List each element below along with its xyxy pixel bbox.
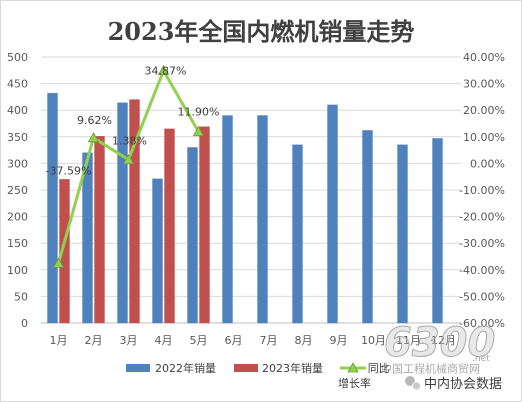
watermark-site-name: 中国工程机械商贸网 (381, 362, 480, 376)
x-tick-label: 11月 (396, 334, 421, 347)
y-tick-label: 500 (7, 51, 28, 64)
bar-series1-3 (117, 102, 128, 324)
y2-tick-label: 40.00% (463, 51, 505, 64)
x-tick-label: 10月 (361, 334, 386, 347)
yoy-marker-2 (87, 131, 100, 143)
legend-swatch-2022 (126, 364, 150, 372)
y-tick-label: 150 (7, 237, 28, 250)
y-tick-label: 250 (7, 184, 28, 197)
yoy-marker-4 (157, 64, 170, 76)
legend-swatch-yoy-marker (347, 362, 359, 373)
bar-series1-2 (82, 152, 93, 324)
x-tick-label: 2月 (85, 334, 103, 347)
y2-tick-label: 10.00% (463, 131, 505, 144)
yoy-data-label-4: 34.87% (145, 65, 187, 78)
x-tick-label: 8月 (295, 334, 313, 347)
y-tick-label: 300 (7, 157, 28, 170)
y-tick-label: 350 (7, 131, 28, 144)
y-tick-label: 100 (7, 264, 28, 277)
wechat-icon (405, 376, 421, 391)
x-tick-label: 3月 (120, 334, 138, 347)
yoy-marker-5 (192, 125, 205, 137)
yoy-marker-1 (52, 257, 65, 268)
bar-series1-1 (47, 92, 58, 324)
bar-series1-4 (152, 178, 163, 324)
watermark-logo: 6300 (384, 320, 495, 366)
yoy-data-label-1: -37.59% (46, 164, 92, 177)
y2-tick-label: -20.00% (459, 211, 505, 224)
y2-tick-label: -10.00% (459, 184, 505, 197)
x-tick-label: 9月 (330, 334, 348, 347)
bar-series1-8 (292, 144, 303, 324)
yoy-line-series (52, 64, 205, 268)
x-tick-label: 6月 (225, 334, 243, 347)
y2-tick-label: -30.00% (459, 237, 505, 250)
y-tick-label: 450 (7, 78, 28, 91)
bar-series2-5 (199, 126, 210, 324)
bar-series1-10 (362, 130, 373, 324)
y2-tick-label: 30.00% (463, 78, 505, 91)
chart-title: 2023年全国内燃机销量走势 (108, 17, 415, 46)
y-tick-label: 200 (7, 211, 28, 224)
y2-tick-label: -60.00% (459, 317, 505, 330)
y2-tick-label: -50.00% (459, 290, 505, 303)
y2-tick-label: 20.00% (463, 104, 505, 117)
x-tick-label: 4月 (155, 334, 173, 347)
yoy-marker-3 (122, 153, 135, 165)
bar-series2-4 (164, 128, 175, 324)
legend-label-2022: 2022年销量 (155, 362, 216, 375)
gridlines (41, 56, 461, 324)
bar-series1-9 (327, 104, 338, 324)
x-tick-label: 12月 (431, 334, 456, 347)
yoy-data-label-3: 1.38% (112, 135, 147, 148)
watermark: 6300 .net 中国工程机械商贸网 中内协会数据 (381, 320, 502, 393)
bar-series1-12 (432, 138, 443, 324)
yoy-data-label-5: 11.90% (178, 106, 220, 119)
bar-series1-5 (187, 147, 198, 324)
legend-label-2023: 2023年销量 (262, 362, 323, 375)
legend-markers (126, 362, 366, 373)
x-tick-label: 7月 (260, 334, 278, 347)
x-tick-label: 5月 (190, 334, 208, 347)
x-tick-label: 1月 (50, 334, 68, 347)
bar-series2-3 (129, 99, 140, 324)
y-tick-label: 50 (14, 290, 28, 303)
y2-tick-label: 0.00% (470, 157, 505, 170)
legend-swatch-2023 (234, 364, 258, 372)
y-tick-label: 400 (7, 104, 28, 117)
bar-series1-11 (397, 144, 408, 324)
y2-tick-label: -40.00% (459, 264, 505, 277)
data-labels: -37.59% 9.62%1.38% 34.87% 11.90% (46, 65, 220, 178)
legend-label-yoy: 同比增长率 (338, 362, 390, 390)
yoy-data-label-2: 9.62% (77, 114, 112, 127)
data-source-text: 中内协会数据 (424, 376, 502, 392)
y-tick-label: 0 (21, 317, 28, 330)
axis-labels: 0 50 100 150 200 250 300 350 400 450 500 -60.00% -50… (7, 51, 505, 347)
bar-series1-6 (222, 115, 233, 324)
bar-series2-1 (59, 179, 70, 324)
watermark-logo-suffix: .net (472, 354, 490, 364)
bar-series1-7 (257, 115, 268, 324)
bar-series (47, 92, 443, 324)
bar-series2-2 (94, 135, 105, 324)
